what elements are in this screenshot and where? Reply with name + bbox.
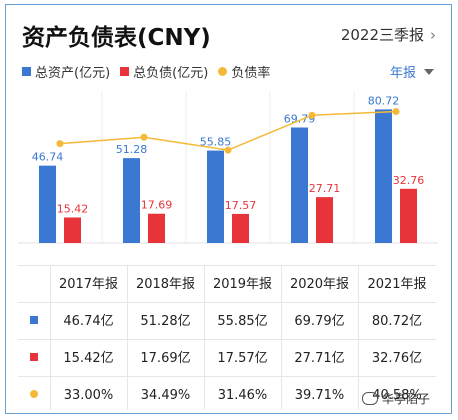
bar-total-assets: [207, 150, 224, 243]
table-cell: 39.71%: [294, 388, 345, 403]
table-cell: 17.69亿: [140, 351, 191, 366]
table-row-total-assets: 46.74亿 51.28亿 55.85亿 69.79亿 80.72亿: [18, 302, 436, 340]
caret-down-icon: [424, 68, 434, 75]
report-type-dropdown[interactable]: 年报: [390, 62, 434, 81]
data-label-total-liabilities: 17.57: [225, 199, 257, 212]
table-cell: 17.57亿: [217, 351, 268, 366]
chevron-right-icon: ›: [430, 25, 436, 44]
legend-item-debt-ratio: 负债率: [218, 62, 270, 81]
table-header-cell: 2019年报: [212, 277, 273, 292]
bar-total-assets: [123, 158, 140, 243]
table-divider: [358, 265, 359, 410]
point-debt-ratio: [140, 133, 148, 141]
data-label-total-liabilities: 17.69: [141, 199, 173, 212]
period-label: 2022三季报: [340, 26, 424, 44]
data-label-total-assets: 55.85: [200, 136, 232, 149]
data-label-total-assets: 69.79: [284, 112, 316, 125]
data-label-total-assets: 51.28: [116, 143, 148, 156]
bar-total-assets: [375, 109, 392, 243]
bar-total-liabilities: [316, 197, 333, 243]
table-cell: 31.46%: [217, 388, 268, 403]
table-cell: 80.72亿: [371, 314, 423, 329]
table-row-total-liabilities: 15.42亿 17.69亿 17.57亿 27.71亿 32.76亿: [18, 339, 436, 377]
legend-swatch: [22, 67, 31, 76]
table-header-cell: 2018年报: [135, 277, 196, 292]
table-header-row: 2017年报 2018年报 2019年报 2020年报 2021年报: [18, 265, 436, 303]
chart-legend: 总资产(亿元) 总负债(亿元) 负债率: [22, 62, 280, 81]
watermark-text: 华亭陷子: [381, 392, 430, 406]
data-label-total-assets: 46.74: [32, 151, 64, 164]
bar-total-liabilities: [400, 188, 417, 243]
point-debt-ratio: [392, 108, 400, 116]
legend-swatch: [218, 67, 228, 76]
bar-total-liabilities: [148, 213, 165, 243]
bar-total-assets: [39, 165, 56, 243]
period-selector[interactable]: 2022三季报 ›: [341, 24, 436, 45]
point-debt-ratio: [224, 146, 232, 154]
table-row-debt-ratio: 33.00% 34.49% 31.46% 39.71% 40.58%: [18, 376, 436, 414]
legend-item-total-assets: 总资产(亿元): [22, 62, 110, 81]
data-label-total-liabilities: 32.76: [393, 174, 425, 187]
report-type-label: 年报: [389, 66, 416, 81]
table-header-cell: 2021年报: [367, 277, 427, 292]
table-header-cell: 2017年报: [58, 277, 119, 292]
bar-total-liabilities: [232, 213, 249, 243]
legend-label: 负债率: [231, 66, 271, 81]
page-title: 资产负债表(CNY): [22, 25, 211, 51]
bar-total-liabilities: [64, 217, 81, 243]
table-cell: 33.00%: [63, 388, 114, 403]
table-divider: [50, 265, 51, 410]
wechat-icon: [361, 392, 378, 405]
legend-label: 总资产(亿元): [35, 66, 111, 81]
table-divider: [127, 265, 128, 410]
table-cell: 55.85亿: [217, 314, 268, 329]
legend-item-total-liabilities: 总负债(亿元): [120, 62, 208, 81]
table-cell: 51.28亿: [140, 314, 191, 329]
point-debt-ratio: [56, 140, 64, 148]
table-cell: 69.79亿: [294, 314, 345, 329]
table-cell: 27.71亿: [294, 351, 345, 366]
data-label-total-liabilities: 27.71: [309, 182, 341, 195]
table-header-cell: 2020年报: [289, 277, 350, 292]
balance-sheet-chart: 46.74 15.42 51.28 17.69 55.85 17.57 69.79 27.71…: [18, 92, 438, 244]
legend-label: 总负债(亿元): [133, 66, 209, 81]
watermark: 华亭陷子: [361, 390, 430, 407]
table-divider: [204, 265, 205, 410]
table-cell: 15.42亿: [63, 351, 114, 366]
table-cell: 46.74亿: [63, 314, 114, 329]
point-debt-ratio: [308, 111, 316, 119]
table-cell: 40.58%: [372, 388, 422, 403]
row-marker-dot: [30, 390, 38, 398]
bar-total-assets: [291, 127, 308, 243]
table-cell: 32.76亿: [371, 351, 423, 366]
legend-swatch: [120, 67, 130, 76]
table-divider: [281, 265, 282, 410]
data-label-total-assets: 80.72: [368, 94, 400, 107]
row-marker-square: [30, 353, 38, 361]
row-marker-square: [30, 316, 38, 324]
table-cell: 34.49%: [140, 388, 191, 403]
data-label-total-liabilities: 15.42: [57, 202, 89, 215]
